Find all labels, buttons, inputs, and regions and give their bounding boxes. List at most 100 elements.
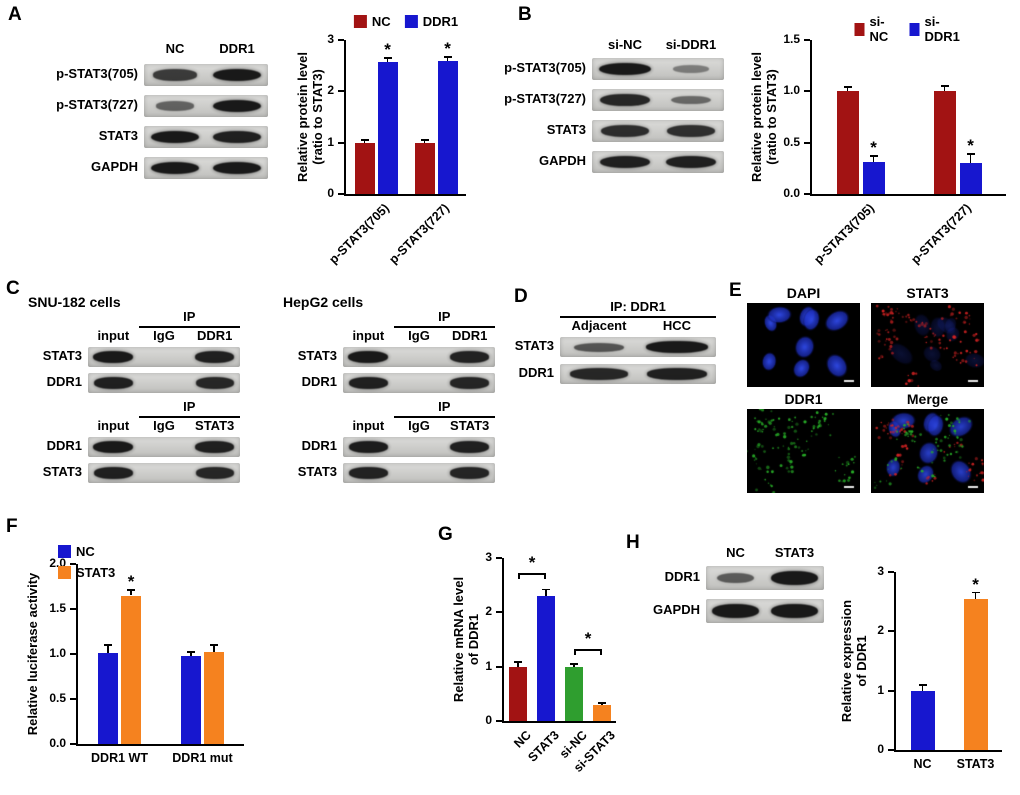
protein-band — [348, 467, 388, 479]
error-bar — [943, 86, 946, 92]
blot-lane-label: IgG — [153, 418, 175, 433]
xtick-label: p-STAT3(727) — [907, 201, 974, 267]
protein-band — [671, 95, 711, 105]
legend-swatch — [58, 545, 71, 558]
xtick-label: DDR1 WT — [91, 751, 148, 765]
ip-header-label: IP — [438, 309, 451, 324]
blot-lane-label: DDR1 — [219, 41, 255, 56]
bar — [593, 704, 611, 721]
error-bar-cap — [598, 702, 606, 704]
legend-swatch — [909, 22, 920, 36]
snu182-ip-stat3-blot: IP input IgG STAT3 DDR1 STAT3 — [30, 399, 245, 490]
bar — [98, 653, 118, 744]
panel-label-g: G — [438, 524, 453, 545]
panel-b-bar-chart: 0.0 0.5 1.0 1.5 Relative protein level (rati… — [748, 6, 1018, 267]
panel-b-western-blot: si-NC si-DDR1 p-STAT3(705) p-STAT3(727) STAT… — [468, 37, 724, 188]
blot-lane-label: input — [97, 418, 130, 433]
blot-strip — [343, 437, 495, 457]
error-bar — [213, 645, 215, 653]
y-axis-title: Relative protein level (ratio to STAT3) — [749, 51, 779, 183]
blot-lane-label: STAT3 — [774, 545, 815, 560]
microscopy-stat3-image — [871, 303, 984, 387]
bar — [509, 666, 527, 721]
ddr1-if-label: DDR1 — [784, 391, 823, 407]
ytick-label: 1 — [877, 682, 884, 697]
bar — [121, 595, 141, 744]
y-axis-title: Relative luciferase activity — [25, 572, 40, 736]
blot-lane-label: input — [352, 328, 385, 343]
ytick-label: 0.0 — [49, 736, 66, 750]
blot-lane-label: DDR1 — [196, 328, 233, 343]
ytick-label: 0.5 — [49, 691, 66, 705]
blot-row-label: DDR1 — [46, 438, 82, 453]
blot-row-label: STAT3 — [297, 464, 337, 479]
ytick-label: 3 — [485, 550, 492, 564]
protein-band — [712, 603, 759, 618]
x-axis — [76, 744, 244, 746]
y-tick — [804, 141, 810, 144]
sig-asterisk: * — [127, 572, 135, 592]
protein-band — [150, 161, 200, 175]
legend: si-NC si-DDR1 — [854, 14, 964, 44]
legend-label: STAT3 — [76, 565, 116, 580]
sig-asterisk: * — [972, 574, 979, 594]
legend-swatch — [404, 15, 418, 28]
microscopy-merge-image — [871, 409, 984, 493]
bar — [437, 60, 458, 194]
ip-header-label: IP — [438, 399, 451, 414]
bar — [377, 61, 398, 194]
error-bar-cap — [542, 588, 550, 591]
protein-band — [665, 155, 717, 169]
hepg2-ip-ddr1-blot: IP input IgG DDR1 STAT3 DDR1 — [285, 309, 500, 400]
sig-asterisk: * — [584, 629, 592, 649]
y-axis — [344, 40, 346, 194]
panel-label-e: E — [729, 280, 742, 301]
legend-item: si-DDR1 — [909, 14, 963, 44]
bar — [836, 91, 859, 194]
ytick-label: 0 — [877, 742, 884, 756]
y-tick — [888, 630, 894, 633]
y-axis — [894, 572, 896, 750]
xtick-label: STAT3 — [956, 757, 995, 771]
panel-label-h: H — [626, 532, 640, 553]
y-axis-title: Relative protein level (ratio to STAT3) — [295, 51, 325, 183]
blot-strip — [560, 337, 716, 357]
error-bar-cap — [570, 663, 578, 666]
error-bar-cap — [187, 651, 195, 653]
ytick-label: 1.0 — [49, 646, 66, 660]
protein-band — [152, 69, 197, 81]
blot-lane-label: IgG — [408, 418, 430, 433]
protein-band — [195, 467, 234, 479]
protein-band — [212, 161, 262, 175]
legend-item: STAT3 — [58, 565, 115, 580]
legend-label: NC — [371, 14, 391, 29]
ip-header-label: IP — [183, 399, 196, 414]
y-tick — [496, 557, 502, 559]
blot-strip — [560, 364, 716, 384]
panel-a-western-blot: NC DDR1 p-STAT3(705) p-STAT3(727) STAT3 GAPDH — [20, 41, 270, 192]
sig-asterisk: * — [528, 553, 536, 573]
legend-item: NC — [353, 14, 391, 29]
protein-band — [672, 65, 710, 73]
hepg2-ip-stat3-blot: IP input IgG STAT3 DDR1 STAT3 — [285, 399, 500, 490]
x-axis — [894, 750, 1002, 752]
y-axis-title: Relative expression of DDR1 — [839, 599, 869, 723]
error-bar-cap — [210, 644, 218, 646]
x-axis — [810, 194, 1006, 196]
panel-label-c: C — [6, 278, 20, 299]
error-bar-cap — [869, 155, 878, 157]
protein-band — [93, 377, 133, 389]
y-tick — [804, 39, 810, 41]
y-tick — [338, 141, 344, 144]
y-tick — [70, 653, 76, 655]
error-bar — [545, 589, 547, 597]
protein-band — [569, 368, 629, 380]
blot-strip — [706, 599, 824, 623]
error-bar-cap — [443, 55, 452, 58]
error-bar — [446, 56, 449, 61]
blot-strip — [144, 95, 268, 117]
protein-band — [195, 377, 234, 389]
blot-strip — [343, 463, 495, 483]
blot-lane-label: IgG — [408, 328, 430, 343]
